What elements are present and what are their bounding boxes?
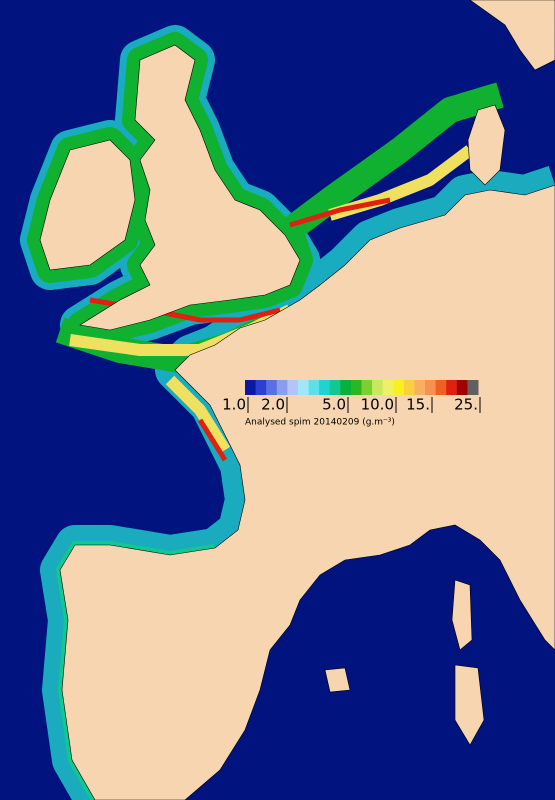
color-swatch (456, 380, 468, 395)
color-swatch (361, 380, 373, 395)
color-swatch (255, 380, 267, 395)
color-swatch (308, 380, 320, 395)
tick-label: 1.0 (222, 396, 246, 414)
color-swatch (403, 380, 415, 395)
color-swatch (350, 380, 362, 395)
tick-label: 2.0 (261, 396, 285, 414)
color-swatch (382, 380, 394, 395)
color-swatch (393, 380, 405, 395)
color-swatch (297, 380, 310, 395)
tick-label: 5.0 (322, 396, 346, 414)
color-swatch (435, 380, 447, 395)
land (39, 0, 555, 800)
tick-label: 25. (454, 396, 478, 414)
color-swatch (446, 380, 458, 395)
color-swatch (287, 380, 299, 395)
color-swatch (245, 380, 257, 395)
tick-label: 15. (406, 396, 430, 414)
color-swatch (276, 380, 288, 395)
color-swatch (414, 380, 426, 395)
caption: Analysed spim 20140209 (g.m⁻³) (245, 418, 395, 428)
color-swatch (425, 380, 437, 395)
color-swatch (372, 380, 384, 395)
color-swatch (329, 380, 341, 395)
color-swatch (266, 380, 278, 395)
tick-label: 10.0 (361, 396, 394, 414)
legend: 1.0 2.0 5.0 10.0 15. 25. Analysed spim 2014020… (222, 380, 481, 428)
color-swatch (340, 380, 352, 395)
color-swatch (319, 380, 331, 395)
color-swatch (467, 380, 479, 395)
